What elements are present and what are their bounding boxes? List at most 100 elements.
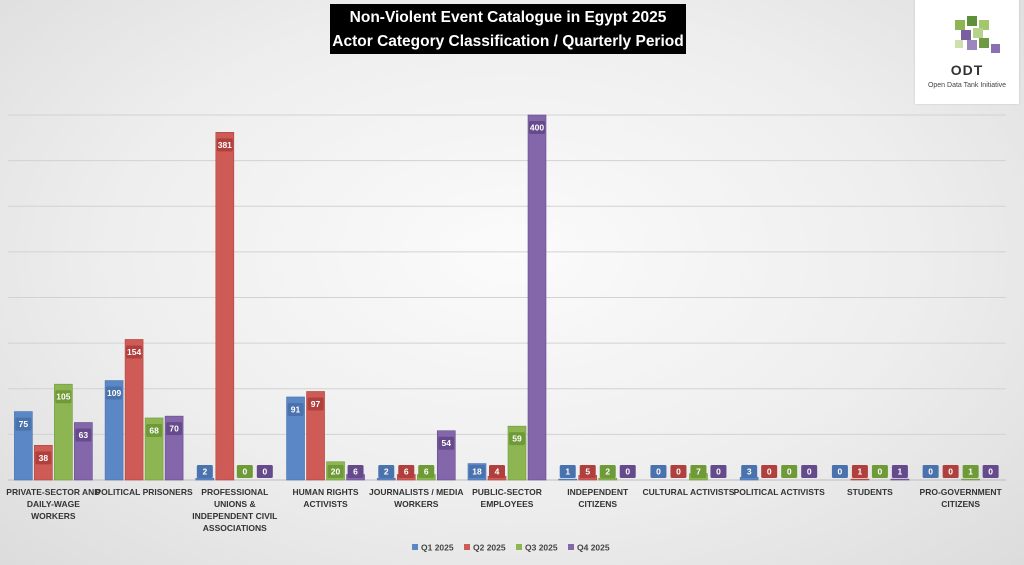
legend-label: Q4 2025 xyxy=(577,543,610,553)
value-badge xyxy=(126,345,143,359)
data-label: 0 xyxy=(928,467,933,477)
value-badge xyxy=(256,465,273,478)
legend-swatch xyxy=(412,544,418,550)
data-label: 18 xyxy=(472,467,482,477)
value-badge xyxy=(559,465,576,478)
data-label: 70 xyxy=(169,424,179,434)
value-badge xyxy=(670,465,687,478)
legend-label: Q2 2025 xyxy=(473,543,506,553)
value-badge xyxy=(710,465,727,478)
data-label: 154 xyxy=(127,347,141,357)
value-badge xyxy=(509,432,525,446)
data-label: 0 xyxy=(878,467,883,477)
value-badge xyxy=(35,451,52,465)
data-label: 6 xyxy=(404,467,409,477)
value-badge xyxy=(418,465,435,478)
value-badge xyxy=(196,465,213,478)
legend-label: Q1 2025 xyxy=(421,543,454,553)
value-badge xyxy=(982,465,999,478)
bar xyxy=(124,339,144,481)
category-label: PUBLIC-SECTOR EMPLOYEES xyxy=(472,487,542,509)
value-badge xyxy=(216,138,233,152)
data-label: 20 xyxy=(331,467,341,477)
bar xyxy=(598,477,618,481)
value-badge xyxy=(75,428,92,442)
category-label: STUDENTS xyxy=(847,487,893,497)
value-badge xyxy=(650,465,667,478)
bar xyxy=(527,114,547,481)
category-label: PROFESSIONAL UNIONS & INDEPENDENT CIVIL ASS… xyxy=(192,487,277,533)
bar xyxy=(195,477,215,481)
cubes-logo-icon xyxy=(955,16,1000,53)
value-badge xyxy=(378,465,395,478)
data-label: 0 xyxy=(988,467,993,477)
data-label: 0 xyxy=(807,467,812,477)
data-label: 0 xyxy=(676,467,681,477)
data-label: 1 xyxy=(898,467,903,477)
data-label: 0 xyxy=(242,467,247,477)
bar xyxy=(558,478,578,481)
data-label: 0 xyxy=(262,467,267,477)
bar xyxy=(104,380,124,481)
bar xyxy=(850,478,870,481)
value-badge xyxy=(690,465,707,478)
legend-swatch xyxy=(464,544,470,550)
value-badge xyxy=(942,465,959,478)
value-badge xyxy=(831,465,848,478)
data-label: 6 xyxy=(353,467,358,477)
data-label: 54 xyxy=(442,438,452,448)
value-badge xyxy=(398,465,415,478)
data-label: 2 xyxy=(605,467,610,477)
data-label: 7 xyxy=(696,467,701,477)
category-labels: PRIVATE-SECTOR AND DAILY-WAGE WORKERSPOLIT… xyxy=(6,487,1002,533)
value-badge xyxy=(599,465,616,478)
data-label: 105 xyxy=(56,392,70,402)
bar xyxy=(286,396,305,481)
value-badge xyxy=(962,465,979,478)
data-label: 6 xyxy=(424,467,429,477)
data-label: 75 xyxy=(19,419,29,429)
data-label: 0 xyxy=(656,467,661,477)
value-badge xyxy=(106,386,123,400)
bar xyxy=(54,383,73,481)
bar xyxy=(215,132,235,481)
data-label: 1 xyxy=(858,467,863,477)
chart-title: Non-Violent Event Catalogue in Egypt 202… xyxy=(330,4,686,54)
data-label: 68 xyxy=(149,425,159,435)
data-label: 5 xyxy=(585,467,590,477)
data-label: 109 xyxy=(107,388,121,398)
category-label: PRO-GOVERNMENT CITIZENS xyxy=(920,487,1003,509)
value-badge xyxy=(347,465,364,478)
value-badge xyxy=(327,465,344,478)
value-badge xyxy=(781,465,798,478)
data-label: 0 xyxy=(767,467,772,477)
value-badge xyxy=(166,422,183,436)
category-label: HUMAN RIGHTS ACTIVISTS xyxy=(292,487,358,509)
value-badge xyxy=(619,465,636,478)
data-label: 0 xyxy=(716,467,721,477)
logo-subtitle: Open Data Tank Initiative xyxy=(927,82,1007,89)
value-badge xyxy=(871,465,888,478)
legend-swatch xyxy=(516,544,522,550)
data-label: 38 xyxy=(39,453,49,463)
bar xyxy=(961,478,980,481)
data-label: 2 xyxy=(384,467,389,477)
value-badge xyxy=(801,465,818,478)
data-label: 1 xyxy=(565,467,570,477)
data-label: 2 xyxy=(202,467,207,477)
data-label: 1 xyxy=(968,467,973,477)
category-label: CULTURAL ACTIVISTS xyxy=(642,487,734,497)
value-badge xyxy=(891,465,908,478)
legend-swatch xyxy=(568,544,574,550)
value-badge xyxy=(579,465,596,478)
value-badge xyxy=(287,402,304,416)
value-badge xyxy=(922,465,939,478)
category-label: JOURNALISTS / MEDIA WORKERS xyxy=(369,487,463,509)
category-label: PRIVATE-SECTOR AND DAILY-WAGE WORKERS xyxy=(6,487,100,521)
category-label: POLITICAL PRISONERS xyxy=(96,487,193,497)
bar xyxy=(376,477,396,481)
category-label: POLITICAL ACTIVISTS xyxy=(734,487,825,497)
title-line-2: Actor Category Classification / Quarterl… xyxy=(332,33,684,50)
value-badge xyxy=(489,465,505,478)
